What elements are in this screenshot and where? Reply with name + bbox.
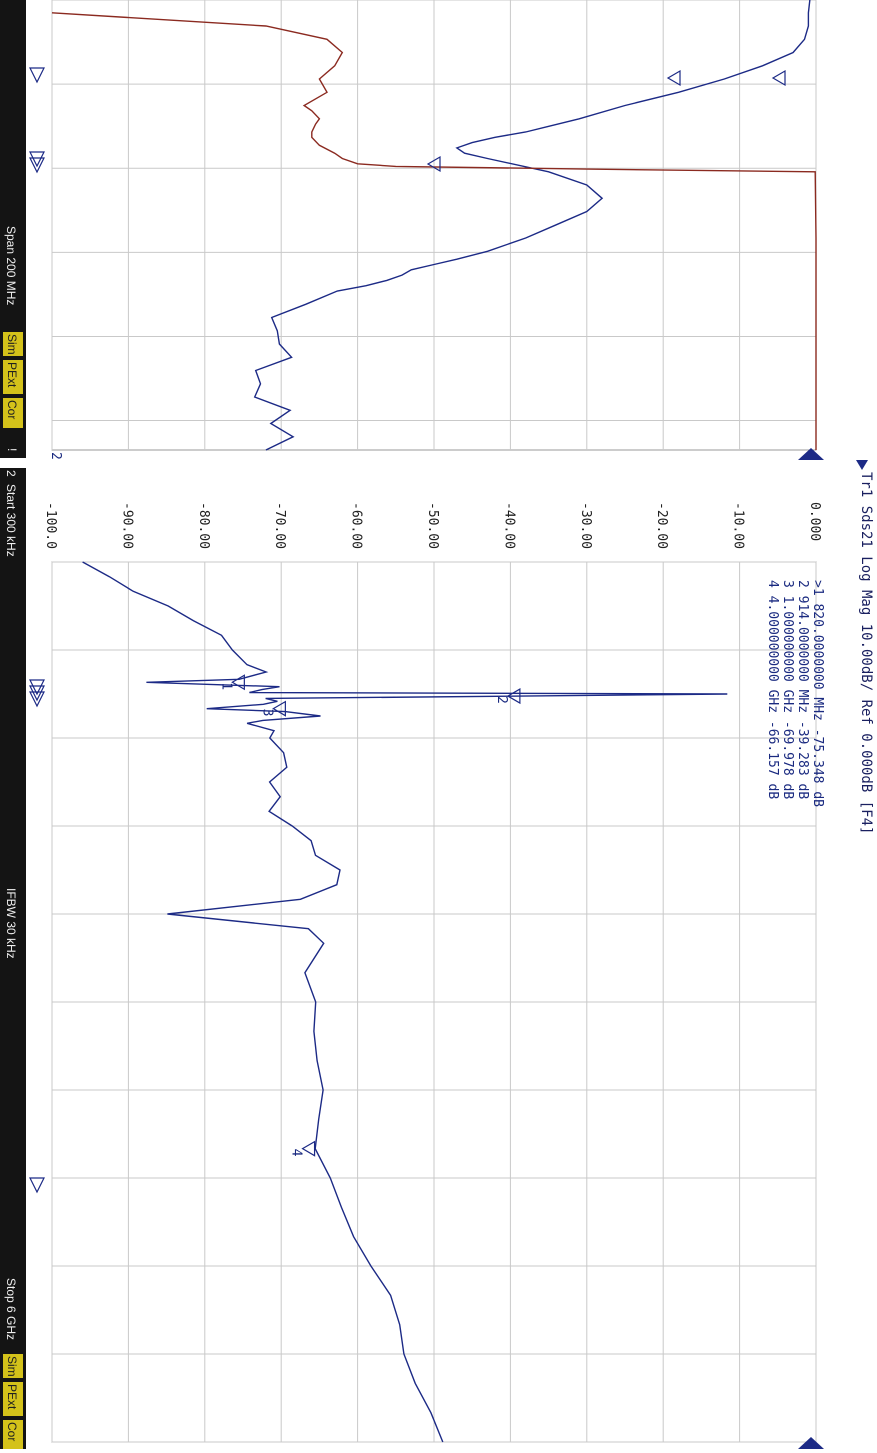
upper-trace-1 bbox=[253, 0, 811, 451]
marker-table-row: >1 820.0000000 MHz -75.348 dB bbox=[810, 580, 825, 807]
upper-badge-cor: Cor bbox=[5, 400, 19, 419]
upper-badge-bg bbox=[3, 360, 23, 394]
lower-badge-pext: PExt bbox=[5, 1384, 19, 1410]
lower-x-marker bbox=[29, 691, 45, 708]
lower-badge-sim: Sim bbox=[5, 1356, 19, 1377]
upper-marker-triangle bbox=[426, 155, 441, 173]
lower-ifbw-label: IFBW 30 kHz bbox=[4, 888, 18, 959]
marker-label-1: 1 bbox=[218, 682, 233, 690]
y-tick-label: -70.00 bbox=[272, 502, 287, 549]
panel-separator bbox=[0, 458, 877, 468]
marker-table-row: 4 4.000000000 GHz -66.157 dB bbox=[765, 580, 780, 799]
upper-marker-triangle bbox=[666, 69, 681, 87]
upper-x-marker-1 bbox=[29, 67, 45, 84]
marker-table: >1 820.0000000 MHz -75.348 dB 2 914.0000… bbox=[765, 580, 825, 807]
upper-x-marker-2 bbox=[29, 151, 45, 168]
trace-header: Tr1 Sds21 Log Mag 10.00dB/ Ref 0.000dB [… bbox=[858, 472, 874, 834]
upper-x-marker-3 bbox=[29, 157, 45, 174]
marker-label-2: 2 bbox=[494, 696, 509, 704]
y-tick-label: -90.00 bbox=[119, 502, 134, 549]
marker-2 bbox=[506, 688, 521, 705]
lower-badge-bg bbox=[3, 1354, 23, 1378]
upper-badge-pext: PExt bbox=[5, 362, 19, 388]
trace-header-arrow bbox=[856, 460, 868, 470]
lower-x-marker bbox=[29, 679, 45, 696]
lower-badge-bg bbox=[3, 1382, 23, 1416]
y-tick-label: -80.00 bbox=[196, 502, 211, 549]
marker-3 bbox=[272, 700, 286, 717]
lower-stop-label: Stop 6 GHz bbox=[4, 1278, 18, 1340]
upper-status: Span 200 MHz Sim PExt Cor! 2 bbox=[3, 226, 63, 460]
marker-table-row: 3 1.000000000 GHz -69.978 dB bbox=[780, 580, 795, 799]
y-tick-label: -100.0 bbox=[43, 502, 58, 549]
lower-chart: 1 2 3 4 bbox=[29, 561, 817, 1443]
upper-ref-arrow bbox=[798, 448, 824, 460]
upper-end-mark: ! bbox=[5, 448, 19, 451]
upper-badge-bg bbox=[3, 332, 23, 356]
lower-badge-cor: Cor bbox=[5, 1422, 19, 1441]
upper-badge-sim: Sim bbox=[5, 334, 19, 355]
lower-channel: 2 bbox=[4, 470, 18, 477]
upper-trace-2 bbox=[51, 12, 817, 450]
upper-scale-marker: 2 bbox=[48, 452, 63, 460]
upper-marker-triangle bbox=[771, 69, 786, 87]
y-tick-label: -60.00 bbox=[349, 502, 364, 549]
marker-1 bbox=[231, 674, 245, 691]
upper-span-label: Span 200 MHz bbox=[4, 226, 18, 305]
lower-x-marker bbox=[29, 1177, 45, 1194]
y-tick-label: -20.00 bbox=[654, 502, 669, 549]
marker-4 bbox=[301, 1140, 316, 1157]
y-tick-label: 0.000 bbox=[807, 502, 822, 541]
upper-chart bbox=[29, 0, 817, 451]
marker-label-4: 4 bbox=[289, 1149, 304, 1157]
lower-badge-bg bbox=[3, 1420, 23, 1450]
y-tick-label: -30.00 bbox=[578, 502, 593, 549]
marker-table-row: 2 914.0000000 MHz -39.283 dB bbox=[795, 580, 810, 799]
y-tick-label: -40.00 bbox=[501, 502, 516, 549]
lower-ref-arrow bbox=[798, 1437, 824, 1449]
marker-label-3: 3 bbox=[259, 709, 274, 717]
lower-x-marker bbox=[29, 685, 45, 702]
upper-badge-bg bbox=[3, 398, 23, 428]
y-tick-label: -50.00 bbox=[425, 502, 440, 549]
y-tick-label: -10.00 bbox=[731, 502, 746, 549]
lower-trace bbox=[82, 561, 728, 1443]
lower-status: 2 Start 300 kHz IFBW 30 kHz Stop 6 GHz Sim PE… bbox=[3, 470, 23, 1450]
lower-status-bar bbox=[0, 468, 26, 1449]
lower-start-label: Start 300 kHz bbox=[4, 484, 18, 557]
